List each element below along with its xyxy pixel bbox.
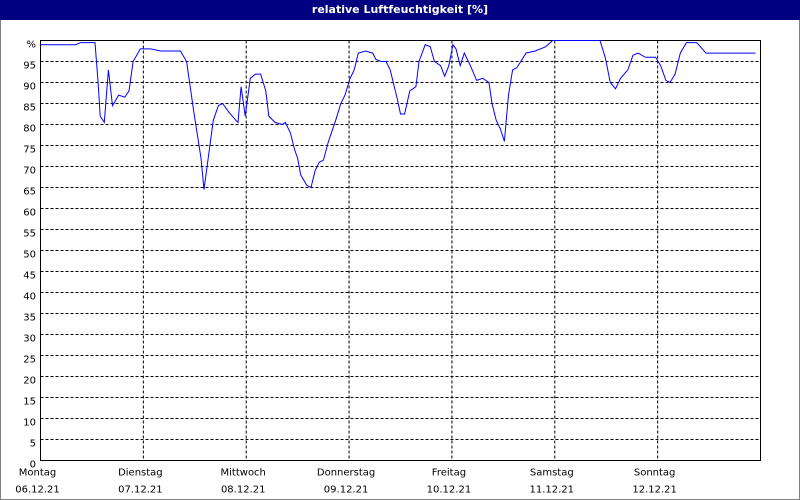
x-tick-label: Samstag — [530, 468, 574, 479]
x-tick-label: Dienstag — [118, 468, 163, 479]
data-line — [40, 40, 756, 190]
chart-title: relative Luftfeuchtigkeit [%] — [312, 3, 488, 16]
y-tick-label: 75 — [23, 145, 36, 156]
x-tick-date: 09.12.21 — [324, 485, 369, 496]
x-tick-label: Montag — [19, 468, 56, 479]
y-tick-label: 25 — [23, 355, 36, 366]
title-bar — [0, 0, 800, 20]
y-tick-label: 45 — [23, 271, 36, 282]
y-tick-label: 40 — [23, 292, 36, 303]
y-tick-label: 5 — [30, 439, 36, 450]
x-tick-label: Sonntag — [634, 468, 676, 479]
y-tick-label: 95 — [23, 61, 36, 72]
y-tick-label: 85 — [23, 103, 36, 114]
y-tick-label: 10 — [23, 418, 36, 429]
x-tick-label: Mittwoch — [221, 468, 266, 479]
y-tick-label: 20 — [23, 376, 36, 387]
y-tick-label: 80 — [23, 124, 36, 135]
x-tick-date: 12.12.21 — [632, 485, 677, 496]
x-tick-label: Freitag — [432, 468, 466, 479]
y-tick-label: 15 — [23, 397, 36, 408]
y-tick-label: 35 — [23, 313, 36, 324]
y-tick-label: 0 — [30, 460, 36, 471]
x-tick-date: 06.12.21 — [15, 485, 60, 496]
y-tick-label: 30 — [23, 334, 36, 345]
y-tick-label: 90 — [23, 82, 36, 93]
y-tick-label: 60 — [23, 208, 36, 219]
x-tick-date: 08.12.21 — [221, 485, 266, 496]
x-tick-date: 10.12.21 — [427, 485, 472, 496]
x-tick-date: 11.12.21 — [530, 485, 575, 496]
y-tick-label: 50 — [23, 250, 36, 261]
y-tick-label: 70 — [23, 166, 36, 177]
y-tick-label: 55 — [23, 229, 36, 240]
y-tick-label: 65 — [23, 187, 36, 198]
y-tick-label: % — [26, 40, 36, 51]
x-tick-label: Donnerstag — [317, 468, 375, 479]
x-tick-date: 07.12.21 — [118, 485, 163, 496]
